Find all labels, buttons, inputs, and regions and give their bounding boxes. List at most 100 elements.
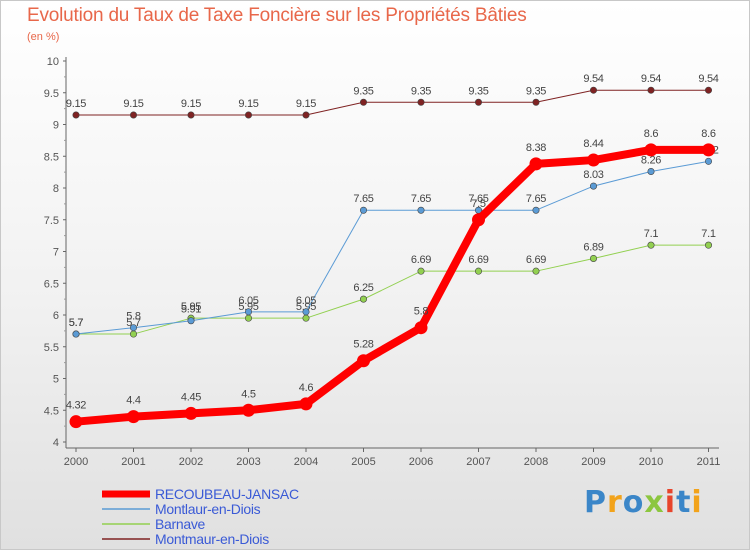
data-label-recoubeau-jansac: 4.6	[299, 382, 314, 394]
data-label-montlaur-en-diois: 6.05	[296, 295, 316, 307]
x-tick-label: 2006	[409, 456, 433, 468]
x-tick-label: 2000	[64, 456, 88, 468]
x-tick-label: 2010	[639, 456, 663, 468]
legend-label: RECOUBEAU-JANSAC	[155, 486, 299, 502]
series-line-barnave	[75, 244, 709, 335]
data-point-montlaur-en-diois	[359, 206, 367, 214]
data-point-barnave	[704, 241, 712, 249]
y-tick-label: 4.5	[44, 405, 59, 417]
data-point-montlaur-en-diois	[72, 330, 80, 338]
logo-letter: P	[584, 485, 607, 520]
data-point-montmaur-en-diois	[245, 111, 253, 119]
x-tick-label: 2002	[179, 456, 203, 468]
y-tick-label: 9.5	[44, 88, 59, 100]
data-point-montlaur-en-diois	[589, 182, 597, 190]
y-tick-label: 5.5	[44, 342, 59, 354]
y-tick-label: 7.5	[44, 215, 59, 227]
series-line-montlaur-en-diois	[75, 160, 709, 335]
data-label-montlaur-en-diois: 8.26	[641, 154, 661, 166]
data-label-montlaur-en-diois: 5.8	[126, 311, 141, 323]
data-point-montmaur-en-diois	[532, 98, 540, 106]
y-tick-label: 6.5	[44, 278, 59, 290]
legend-label: Montlaur-en-Diois	[155, 501, 261, 517]
data-label-barnave: 6.25	[353, 282, 373, 294]
data-point-barnave	[302, 314, 310, 322]
data-label-montlaur-en-diois: 5.91	[181, 304, 201, 316]
logo-letter: i	[664, 485, 677, 520]
series-line-montmaur-en-diois	[75, 89, 709, 116]
chart-title: Evolution du Taux de Taxe Foncière sur l…	[27, 5, 527, 26]
data-label-recoubeau-jansac: 4.4	[126, 395, 141, 407]
x-tick-label: 2003	[236, 456, 260, 468]
logo-letter: o	[622, 485, 645, 520]
data-label-montlaur-en-diois: 5.7	[69, 317, 84, 329]
data-point-barnave	[474, 267, 482, 275]
data-point-montmaur-en-diois	[647, 86, 655, 94]
x-tick-label: 2001	[121, 456, 145, 468]
data-label-barnave: 6.69	[526, 254, 546, 266]
x-tick-label: 2005	[351, 456, 375, 468]
data-point-barnave	[532, 267, 540, 275]
data-label-montmaur-en-diois: 9.35	[411, 85, 431, 97]
y-tick-label: 6	[53, 310, 59, 322]
data-label-montmaur-en-diois: 9.54	[641, 73, 661, 85]
data-point-montmaur-en-diois	[359, 98, 367, 106]
data-label-montmaur-en-diois: 9.54	[698, 73, 718, 85]
data-label-montlaur-en-diois: 8.03	[583, 169, 603, 181]
data-label-recoubeau-jansac: 4.32	[66, 400, 86, 412]
data-label-recoubeau-jansac: 5.8	[414, 306, 429, 318]
data-point-recoubeau-jansac	[127, 410, 140, 424]
data-point-recoubeau-jansac	[702, 143, 715, 157]
y-tick-label: 9	[53, 120, 59, 132]
logo-letter: r	[607, 485, 623, 520]
data-label-recoubeau-jansac: 5.28	[353, 339, 373, 351]
data-label-montmaur-en-diois: 9.15	[296, 98, 316, 110]
data-point-recoubeau-jansac	[69, 415, 83, 429]
data-label-recoubeau-jansac: 7.5	[471, 198, 486, 210]
data-label-barnave: 5.95	[238, 301, 258, 313]
logo-letter: i	[691, 485, 703, 520]
data-point-montmaur-en-diois	[474, 98, 482, 106]
data-point-recoubeau-jansac	[414, 321, 428, 335]
data-point-recoubeau-jansac	[472, 213, 485, 227]
data-point-barnave	[359, 295, 367, 303]
data-label-barnave: 6.69	[411, 254, 431, 266]
data-label-montmaur-en-diois: 9.15	[181, 98, 201, 110]
data-label-barnave: 5.95	[181, 301, 201, 313]
logo-letter: t	[676, 485, 692, 520]
data-label-montlaur-en-diois: 7.65	[353, 193, 373, 205]
data-label-barnave: 5.95	[296, 301, 316, 313]
unit-label: (en %)	[27, 31, 60, 43]
data-label-barnave: 6.89	[583, 241, 603, 253]
data-point-barnave	[589, 254, 597, 262]
y-tick-label: 8.5	[44, 151, 59, 163]
data-point-recoubeau-jansac	[357, 354, 370, 368]
data-point-montmaur-en-diois	[72, 111, 80, 119]
x-tick-label: 2011	[697, 456, 721, 468]
data-label-montmaur-en-diois: 9.15	[238, 98, 258, 110]
data-label-montmaur-en-diois: 9.54	[583, 73, 603, 85]
data-point-montlaur-en-diois	[130, 324, 138, 332]
data-point-montlaur-en-diois	[187, 317, 195, 325]
data-point-barnave	[647, 241, 655, 249]
data-label-recoubeau-jansac: 8.38	[526, 142, 546, 154]
data-point-montlaur-en-diois	[245, 308, 253, 316]
y-tick-label: 10	[47, 56, 59, 68]
data-point-recoubeau-jansac	[299, 397, 313, 411]
data-label-recoubeau-jansac: 4.45	[181, 391, 201, 403]
data-label-barnave: 7.1	[701, 228, 716, 240]
data-point-barnave	[245, 314, 253, 322]
data-label-recoubeau-jansac: 8.44	[583, 138, 603, 150]
data-point-barnave	[130, 330, 138, 338]
data-point-recoubeau-jansac	[184, 406, 198, 420]
data-point-montmaur-en-diois	[704, 86, 712, 94]
data-point-recoubeau-jansac	[587, 153, 600, 167]
x-tick-label: 2007	[466, 456, 490, 468]
y-tick-label: 5	[53, 374, 59, 386]
data-point-montlaur-en-diois	[417, 206, 425, 214]
data-point-montlaur-en-diois	[532, 206, 540, 214]
data-label-recoubeau-jansac: 8.6	[701, 128, 716, 140]
